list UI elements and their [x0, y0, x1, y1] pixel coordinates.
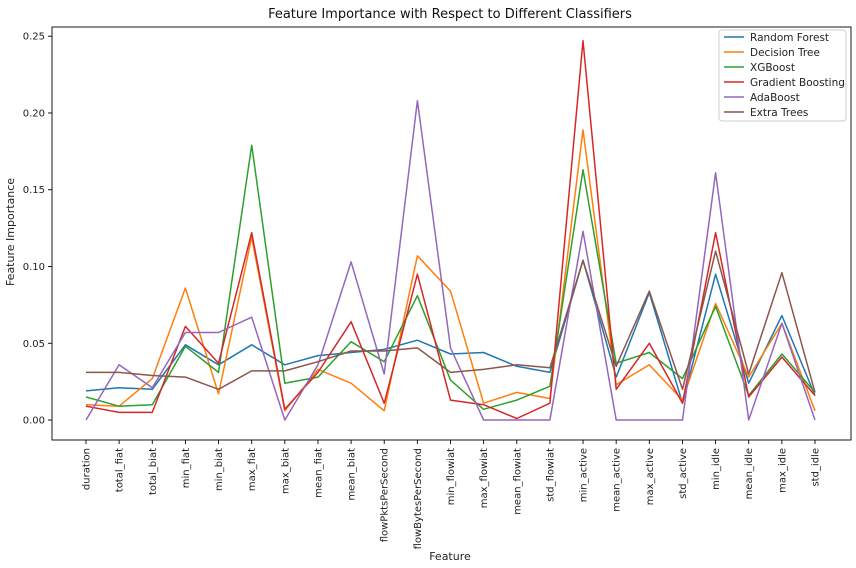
- x-tick-label: mean_fiat: [313, 448, 324, 498]
- series-line-xgboost: [85, 144, 816, 411]
- x-tick-label: min_active: [579, 448, 590, 502]
- series-line-decision-tree: [85, 129, 816, 412]
- series-layer: [85, 40, 816, 421]
- x-tick-label: mean_flowiat: [512, 448, 523, 515]
- x-tick-label: max_idle: [777, 448, 788, 493]
- y-tick-label: 0.05: [23, 339, 45, 350]
- x-tick-label: duration: [82, 448, 93, 490]
- y-tick-label: 0.25: [23, 32, 45, 43]
- x-tick-label: max_flowiat: [479, 448, 490, 508]
- y-tick-label: 0.00: [23, 416, 45, 427]
- legend-label: AdaBoost: [750, 92, 800, 104]
- x-tick-label: max_fiat: [247, 448, 258, 491]
- x-tick-label: mean_active: [612, 448, 623, 512]
- series-line-adaboost: [85, 99, 816, 421]
- y-tick-label: 0.10: [23, 262, 45, 273]
- legend-label: XGBoost: [750, 62, 795, 74]
- x-tick-label: max_biat: [280, 448, 291, 494]
- legend-label: Extra Trees: [750, 107, 808, 119]
- x-tick-label: std_idle: [811, 448, 822, 487]
- x-tick-label: flowPktsPerSecond: [380, 448, 391, 542]
- x-tick-label: mean_idle: [744, 448, 755, 499]
- x-tick-label: std_flowiat: [545, 448, 556, 502]
- legend: Random Forest Decision Tree XGBoost Gradien…: [718, 29, 847, 122]
- legend-box: [718, 29, 847, 122]
- x-axis-title: Feature: [429, 550, 471, 563]
- x-tick-label: min_flowiat: [446, 448, 457, 505]
- x-tick-label: total_biat: [148, 448, 159, 495]
- x-tick-label: std_active: [678, 448, 689, 499]
- x-axis: duration total_fiat total_biat min_fiat min_…: [82, 440, 822, 549]
- series-line-gradient-boosting: [85, 40, 816, 420]
- y-tick-label: 0.15: [23, 185, 45, 196]
- legend-label: Gradient Boosting: [750, 77, 845, 89]
- y-axis-title: Feature Importance: [4, 178, 17, 286]
- x-tick-label: min_fiat: [181, 448, 192, 488]
- plot-area-frame: [51, 26, 852, 441]
- x-tick-label: max_active: [645, 448, 656, 505]
- legend-label: Random Forest: [750, 32, 829, 44]
- chart-title: Feature Importance with Respect to Diffe…: [268, 7, 632, 22]
- y-tick-label: 0.20: [23, 108, 45, 119]
- x-tick-label: min_biat: [214, 448, 225, 491]
- y-axis: 0.00 0.05 0.10 0.15 0.20 0.25: [23, 32, 52, 427]
- series-line-extra-trees: [86, 250, 816, 393]
- legend-label: Decision Tree: [750, 47, 820, 59]
- x-tick-label: mean_biat: [347, 448, 358, 501]
- x-tick-label: flowBytesPerSecond: [413, 448, 424, 549]
- x-tick-label: total_fiat: [115, 448, 126, 492]
- x-tick-label: min_idle: [711, 448, 722, 490]
